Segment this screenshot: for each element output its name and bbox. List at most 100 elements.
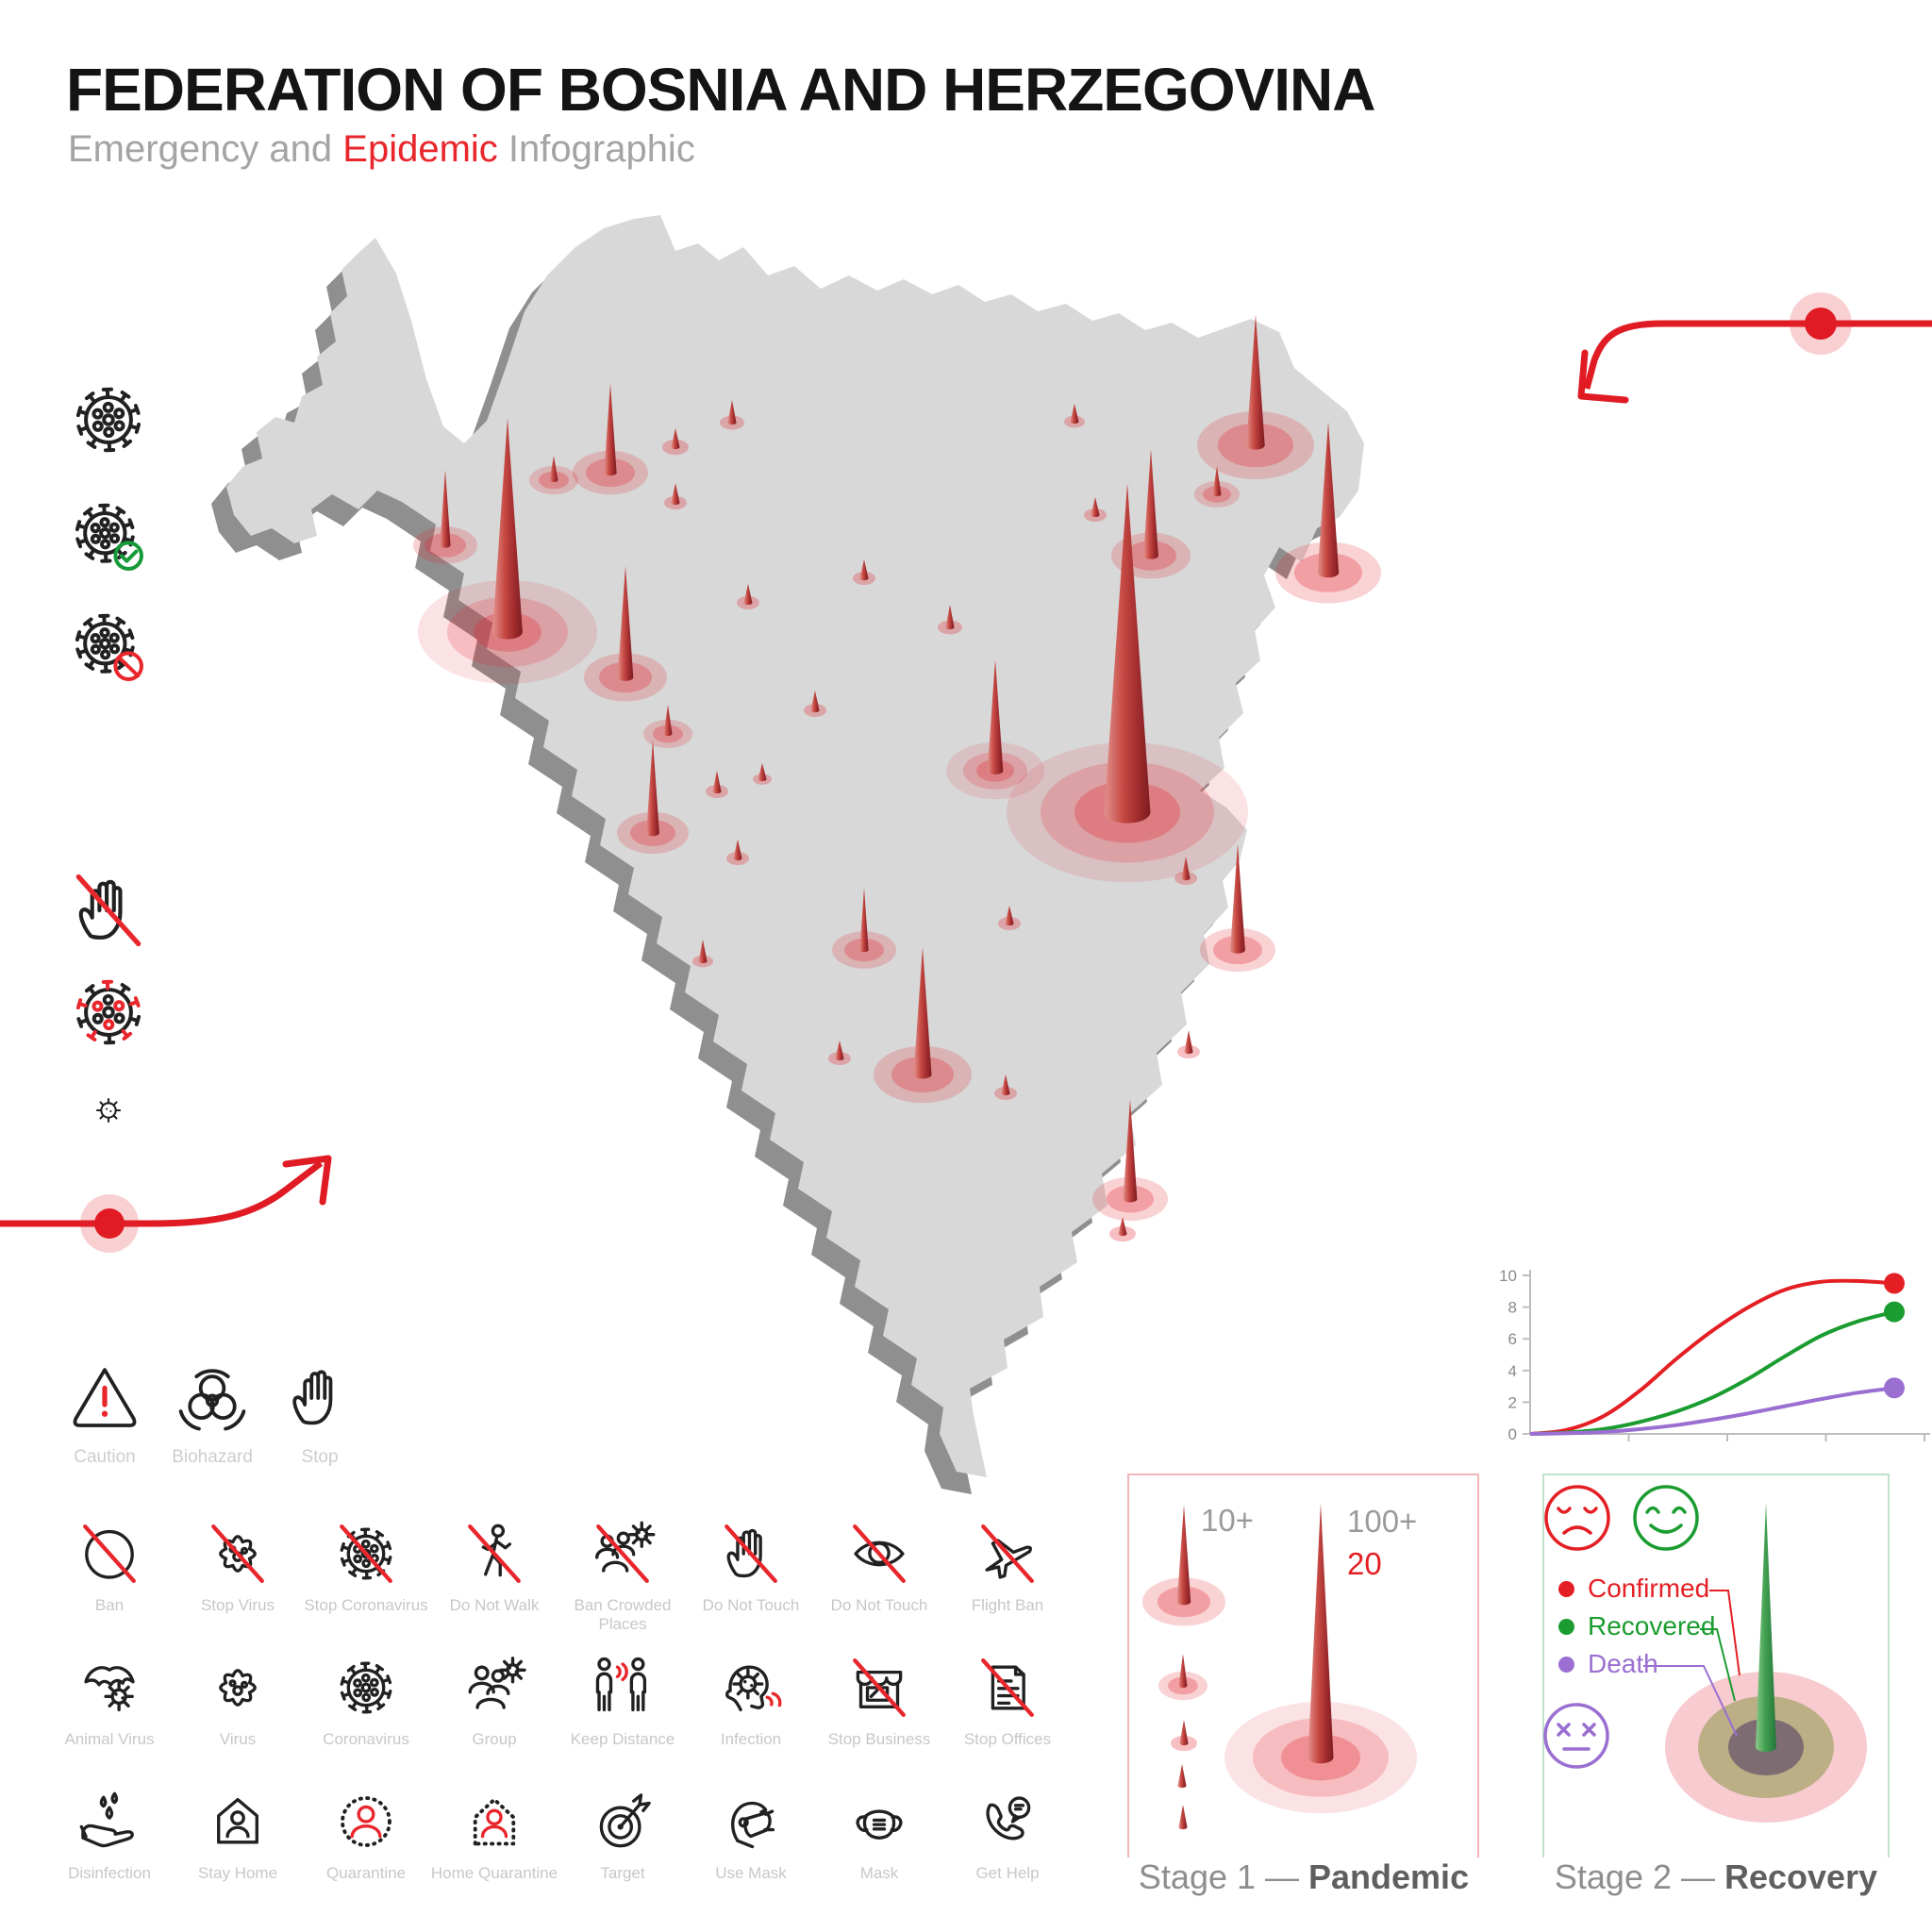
chart-series-confirmed [1529,1278,1895,1436]
do-not-walk-icon [468,1524,521,1584]
grid-cell-ban-icon: Ban [45,1517,174,1615]
chart-endpoint-dot [1884,1301,1905,1323]
epidemic-spike [662,428,689,456]
stage2-title-bold: Recovery [1724,1857,1878,1896]
infection-icon [725,1665,782,1712]
chart-series-death [1529,1386,1895,1436]
chart-ytick-label: 2 [1508,1393,1517,1411]
grid-icon-label: Flight Ban [971,1596,1044,1614]
epidemic-spike [529,456,578,495]
disinfection-icon [79,1791,134,1848]
stop-virus-icon [211,1524,264,1584]
stage2-title: Stage 2 — Recovery [1537,1857,1895,1897]
grid-cell-stop-coronavirus-icon: Stop Coronavirus [302,1517,430,1615]
virus-icon [75,387,142,453]
legend-label: Recovered [1588,1611,1716,1641]
grid-icon-label: Stay Home [197,1864,278,1882]
ban-icon [83,1524,136,1584]
stage1-scale-small-label: 10+ [1201,1503,1254,1538]
grid-cell-virus-shape-icon: Virus [174,1651,302,1749]
epidemic-spike [584,566,667,702]
epidemic-spike [1158,1654,1208,1701]
epidemic-spike [573,383,648,495]
grid-cell-stop-virus-icon: Stop Virus [174,1517,302,1615]
epidemic-spike [828,1041,851,1065]
right-arrow-line [1583,320,1932,390]
virus-small-icon [95,1097,122,1124]
grid-icon-label: Target [600,1864,645,1882]
grid-cell-quarantine-icon: Quarantine [302,1785,430,1883]
epidemic-spike [726,840,749,865]
epidemic-spike [946,659,1044,800]
grid-cell-coronavirus-icon: Coronavirus [302,1651,430,1749]
stay-home-icon [217,1797,258,1844]
grid-cell-group-icon: Group [430,1651,558,1749]
legend-item-death: Death [1558,1649,1658,1679]
epidemic-spike [1200,843,1275,973]
no-touch-icon [75,874,142,947]
sidebar-virus-check-icon [65,492,152,579]
grid-icon-label: Quarantine [325,1864,407,1882]
map-spikes [413,314,1381,1242]
caution-icon [73,1368,137,1427]
epidemic-spike [1109,1217,1136,1242]
grid-icon-label: Stop Business [827,1730,931,1748]
epidemic-spike [643,705,692,749]
warning-caution-icon: Caution [53,1357,157,1468]
stage1-title-prefix: Stage 1 — [1138,1857,1309,1896]
epidemic-spike [1224,1503,1417,1814]
legend-item-confirmed: Confirmed [1558,1574,1709,1604]
recovery-spike [1756,1503,1776,1747]
epidemic-spike [874,947,972,1104]
epidemic-spike [938,605,962,635]
epidemic-spike [1142,1505,1225,1626]
epidemic-line-chart: 0 2 4 6 8 10 [1499,1267,1930,1443]
epidemic-spike [1084,497,1107,522]
grid-icon-label: Do Not Touch [830,1596,928,1614]
grid-icon-label: Mask [859,1864,899,1882]
stage1-title-bold: Pandemic [1308,1857,1470,1896]
chart-endpoint-dot [1884,1273,1905,1294]
keep-distance-icon [595,1657,647,1712]
sidebar-virus-icon [65,376,152,463]
virus-alert-icon [75,979,142,1045]
grid-cell-flight-ban-icon: Flight Ban [943,1517,1072,1615]
chart-endpoint-dot [1884,1377,1905,1399]
epidemic-spike [664,483,687,509]
subtitle-highlight: Epidemic [342,128,498,170]
stage1-scale-large-label: 100+ [1347,1504,1418,1539]
chart-ytick-label: 10 [1499,1267,1517,1285]
epidemic-spike [617,740,689,854]
subtitle-suffix: Infographic [497,128,695,170]
epidemic-spike [706,771,728,798]
grid-cell-do-not-touch-eye-icon: Do Not Touch [815,1517,943,1615]
epidemic-spike [413,470,477,564]
animal-virus-icon [84,1666,135,1712]
flight-ban-icon [981,1524,1034,1584]
grid-icon-label: Animal Virus [64,1730,155,1748]
warning-icon-label: Caution [74,1447,136,1467]
warning-icon-label: Biohazard [172,1447,253,1467]
right-arrow-head-icon [1577,349,1629,404]
epidemic-spike [1197,314,1314,479]
mask-icon [856,1809,903,1840]
stage2-title-prefix: Stage 2 — [1554,1857,1724,1896]
grid-icon-label: Disinfection [68,1864,151,1882]
grid-icon-label: Ban [94,1596,125,1614]
epidemic-spike [737,584,759,609]
happy-face-icon [1633,1485,1699,1551]
confirmed-leader-line [1709,1590,1740,1676]
warning-biohazard-icon: Biohazard [160,1357,264,1468]
subtitle-prefix: Emergency and [68,128,343,170]
virus-check-icon [75,503,143,571]
get-help-icon [986,1796,1031,1840]
legend-item-recovered: Recovered [1558,1611,1715,1641]
legend-label: Confirmed [1588,1574,1710,1603]
grid-cell-ban-crowded-places-icon: Ban Crowded Places [558,1517,687,1634]
grid-cell-stop-business-icon: Stop Business [815,1651,943,1749]
left-arrow-annotation [0,1155,332,1253]
sidebar-virus-ban-icon [65,603,152,690]
grid-cell-keep-distance-icon: Keep Distance [558,1651,687,1749]
stop-offices-icon [981,1657,1034,1718]
